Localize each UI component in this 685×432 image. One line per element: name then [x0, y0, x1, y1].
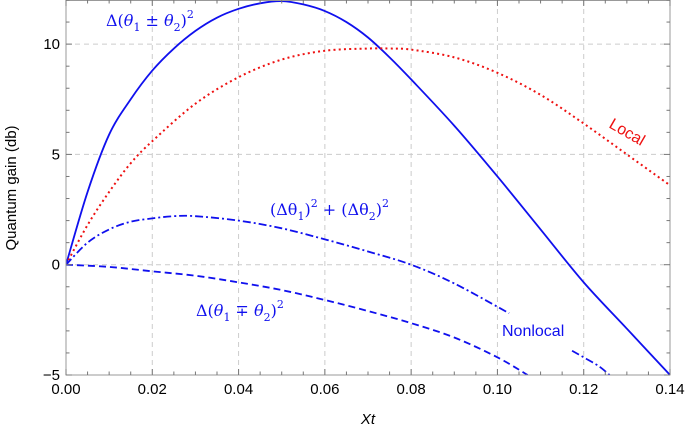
- y-tick-label: 0: [52, 257, 60, 274]
- x-axis-title: Xt: [360, 411, 376, 428]
- series-individual-variances: [66, 214, 510, 315]
- x-tick-label: 0.02: [138, 381, 167, 398]
- y-axis-title: Quantum gain (db): [3, 125, 20, 250]
- series-local: [66, 47, 670, 266]
- y-tick-labels: −5 0 5 10: [43, 36, 60, 384]
- series-individual-variances: [571, 349, 611, 375]
- y-tick-label: 5: [52, 146, 60, 163]
- series-lines: [66, 0, 670, 375]
- axis-ticks: [65, 0, 671, 376]
- y-tick-label: −5: [43, 367, 60, 384]
- annotation-sum-variance-plus: Δ(θ1 ± θ2)2: [106, 8, 194, 34]
- x-tick-label: 0.04: [224, 381, 253, 398]
- y-tick-label: 10: [43, 36, 60, 53]
- annotation-sum-variance-minus: Δ(θ1 ∓ θ2)2: [196, 298, 284, 324]
- series-sum-variance-minus: [66, 263, 529, 375]
- x-tick-label: 0.10: [483, 381, 512, 398]
- x-tick-label: 0.14: [655, 381, 684, 398]
- annotation-individual-variances: (Δθ1)2 + (Δθ2)2: [270, 197, 389, 223]
- plot-frame: [65, 0, 671, 376]
- grid-lines: [66, 0, 670, 375]
- x-tick-labels: 0.00 0.02 0.04 0.06 0.08 0.10 0.12 0.14: [51, 381, 684, 398]
- x-tick-label: 0.12: [569, 381, 598, 398]
- series-sum-variance-plus: [66, 0, 670, 375]
- x-tick-label: 0.08: [397, 381, 426, 398]
- x-tick-label: 0.00: [51, 381, 80, 398]
- axes-frame: [65, 0, 671, 376]
- annotation-nonlocal: Nonlocal: [502, 323, 564, 340]
- x-tick-label: 0.06: [310, 381, 339, 398]
